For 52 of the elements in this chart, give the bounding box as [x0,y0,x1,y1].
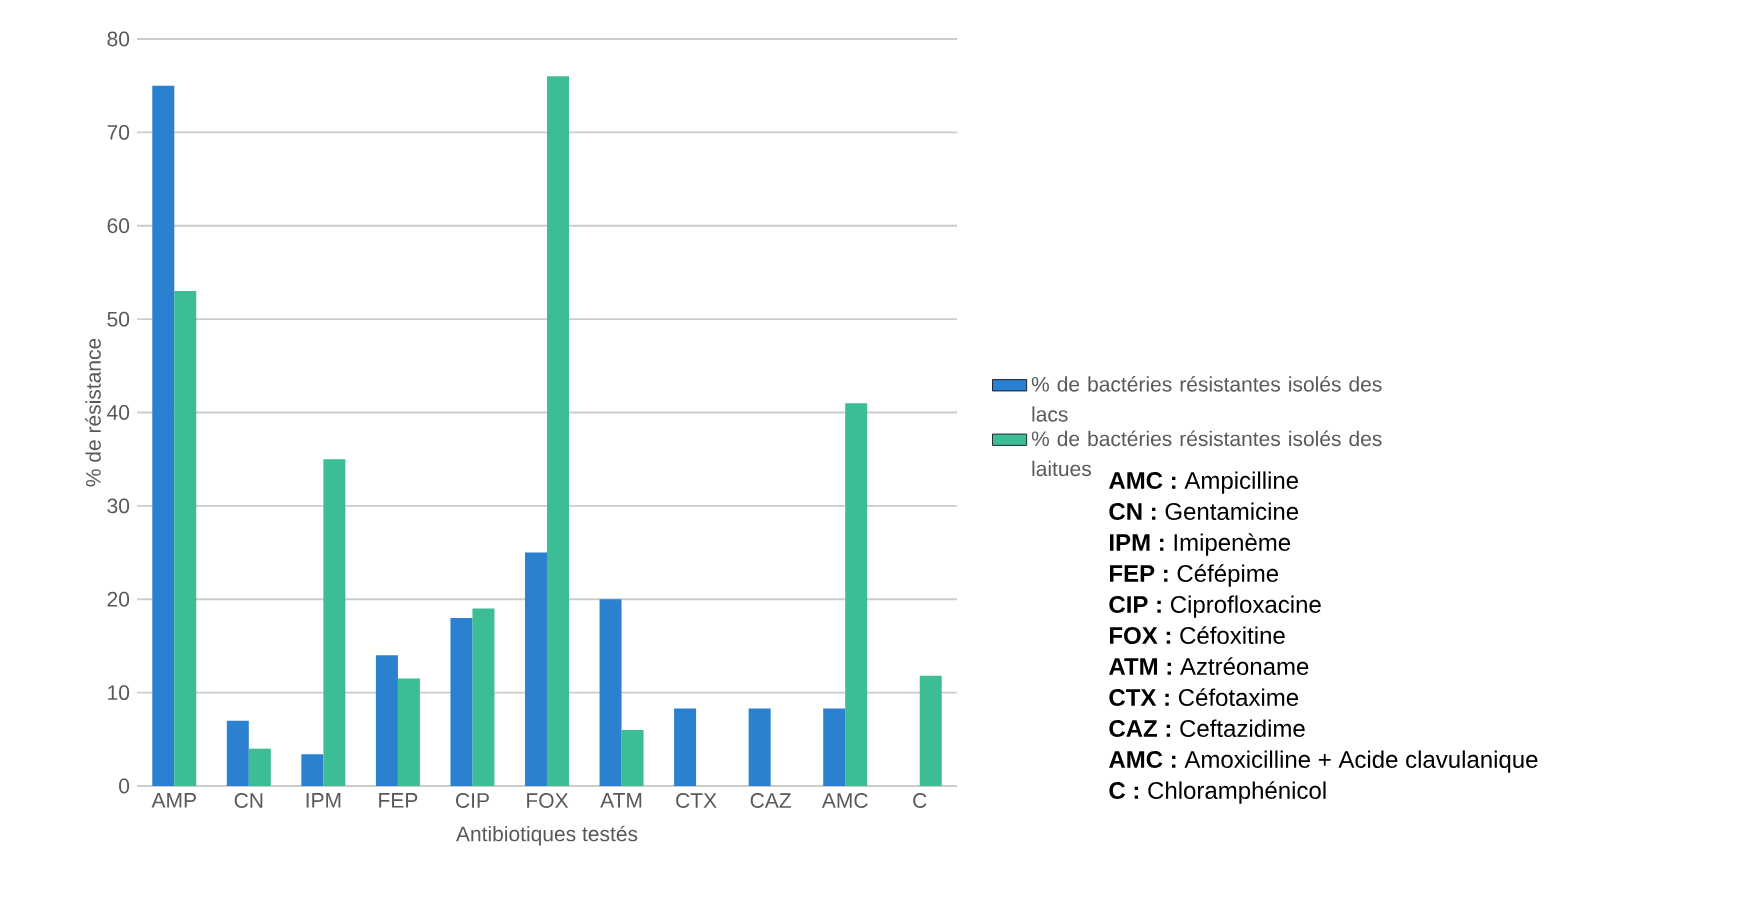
text: ATM : Aztréoname [1109,657,1309,676]
bar [748,708,771,786]
legend-label: % de bactéries résistantes isolés des lacs [1031,376,1382,422]
y-tick-label: 60 [107,218,130,234]
x-tick-label: CAZ [750,793,791,808]
y-tick-label: 80 [107,31,130,47]
y-tick-label: 50 [107,311,130,327]
bar [450,617,473,786]
bar [919,675,942,786]
y-tick-label: 30 [107,498,130,514]
bar [547,76,570,786]
bar [397,678,420,786]
bar [174,291,197,786]
bar [674,708,697,786]
bar [472,608,495,786]
x-tick-label: IPM [306,793,341,808]
x-tick-label: CIP [456,793,489,808]
x-tick-label: FOX [527,793,569,808]
y-tick-label: 70 [107,124,130,140]
text: FOX : Céfoxitine [1110,626,1285,645]
x-tick-label: C [913,793,927,808]
bar [375,655,398,786]
text: C : Chloramphénicol [1109,781,1326,804]
x-tick-label: CN [234,793,263,808]
text: IPM : Imipenème [1110,533,1291,556]
text: CTX : Céfotaxime [1109,688,1299,707]
x-tick-label: ATM [600,793,642,808]
y-tick-label: 40 [107,405,130,420]
x-tick-label: AMP [151,793,196,808]
text: CIP : Ciprofloxacine [1109,595,1321,618]
bar [323,459,346,786]
bar [845,403,868,786]
x-tick-label: FEP [379,793,418,808]
bar [152,85,175,786]
text: AMC : Amoxicilline + Acide clavulanique [1109,750,1538,773]
y-tick-label: 10 [108,685,130,701]
x-axis-title: Antibiotiques testés [455,825,638,846]
y-tick-label: 0 [119,778,130,794]
bar [248,748,271,786]
bar [525,552,548,786]
y-tick-label: 20 [107,591,130,607]
text: CN : Gentamicine [1109,502,1299,521]
bar [599,599,622,786]
bar [226,720,249,786]
bar [621,729,644,786]
text: FEP : Céfépime [1110,564,1279,587]
bar [823,708,846,786]
y-axis-title: % de résistance [85,338,101,487]
x-tick-label: CTX [676,793,717,808]
x-tick-label: AMC [821,793,868,808]
bar [301,754,324,786]
text: CAZ : Ceftazidime [1109,719,1305,738]
